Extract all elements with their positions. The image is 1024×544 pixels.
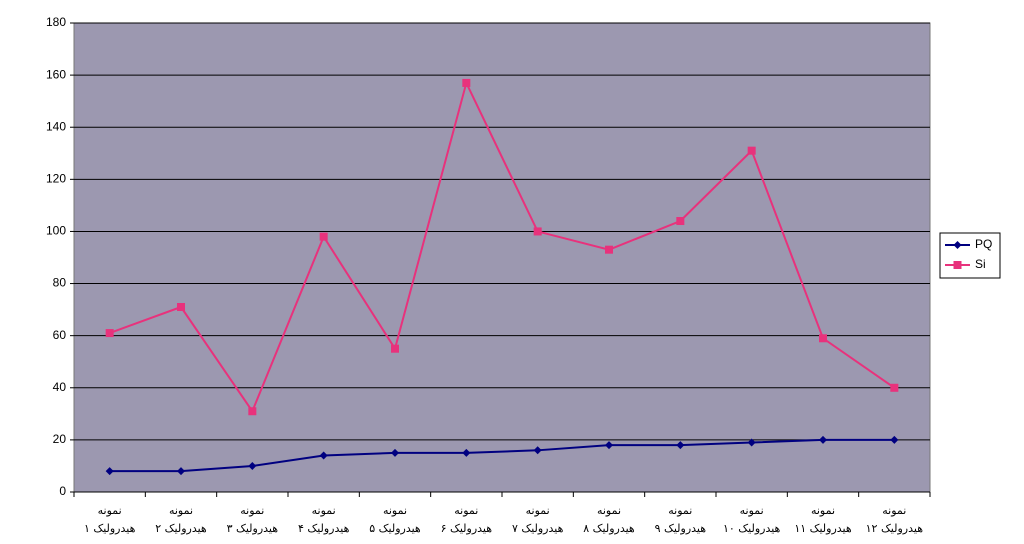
point (105, 329, 114, 338)
point (248, 407, 257, 416)
point (533, 227, 542, 236)
y-tick-label: 60 (53, 328, 67, 342)
legend-label: Si (975, 257, 986, 271)
point (533, 446, 542, 455)
x-tick-label: نمونه هیدرولیک ۶ (440, 504, 493, 535)
y-tick-label: 140 (46, 119, 66, 133)
y-tick-label: 100 (46, 224, 66, 238)
point (819, 435, 827, 444)
point (462, 78, 471, 87)
point (747, 146, 756, 155)
y-tick-label: 40 (53, 380, 67, 394)
legend-label: PQ (975, 237, 992, 251)
y-tick-label: 0 (59, 484, 66, 498)
y-tick-label: 120 (46, 172, 66, 186)
x-tick-label: نمونه هیدرولیک ۴ (297, 504, 350, 535)
x-tick-label: نمونه هیدرولیک ۹ (654, 504, 707, 535)
point (953, 261, 962, 269)
legend-box (939, 232, 1001, 279)
y-tick-label: 80 (53, 276, 67, 290)
x-tick-label: نمونه هیدرولیک ۷ (511, 504, 564, 535)
point (462, 448, 471, 457)
series-line (109, 80, 895, 414)
point (676, 441, 685, 450)
x-tick-label: نمونه هیدرولیک ۱ (83, 504, 136, 535)
point (319, 451, 328, 460)
point (605, 441, 613, 450)
point (890, 383, 899, 392)
point (676, 217, 685, 226)
x-tick-label: نمونه هیدرولیک ۳ (226, 504, 279, 535)
x-tick-label: نمونه هیدرولیک ۵ (369, 504, 421, 535)
point (747, 438, 756, 447)
y-tick-label: 180 (46, 15, 66, 29)
y-tick-label: 20 (53, 432, 67, 446)
point (177, 303, 185, 312)
point (248, 461, 257, 470)
x-tick-label: نمونه هیدرولیک ۱۱ (794, 504, 852, 535)
point (391, 344, 399, 353)
plot-area (73, 22, 931, 493)
point (953, 241, 962, 249)
point (819, 334, 827, 343)
y-tick-label: 160 (46, 67, 66, 81)
x-tick-label: نمونه هیدرولیک ۸ (583, 504, 635, 535)
point (319, 232, 328, 241)
x-tick-label: نمونه هیدرولیک ۲ (155, 504, 207, 535)
x-tick-label: نمونه هیدرولیک ۱۰ (722, 504, 781, 535)
point (890, 435, 899, 444)
point (605, 245, 613, 254)
point (105, 467, 114, 476)
point (177, 467, 185, 476)
series-line (109, 438, 895, 473)
point (391, 448, 399, 457)
x-tick-label: نمونه هیدرولیک ۱۲ (865, 504, 923, 535)
